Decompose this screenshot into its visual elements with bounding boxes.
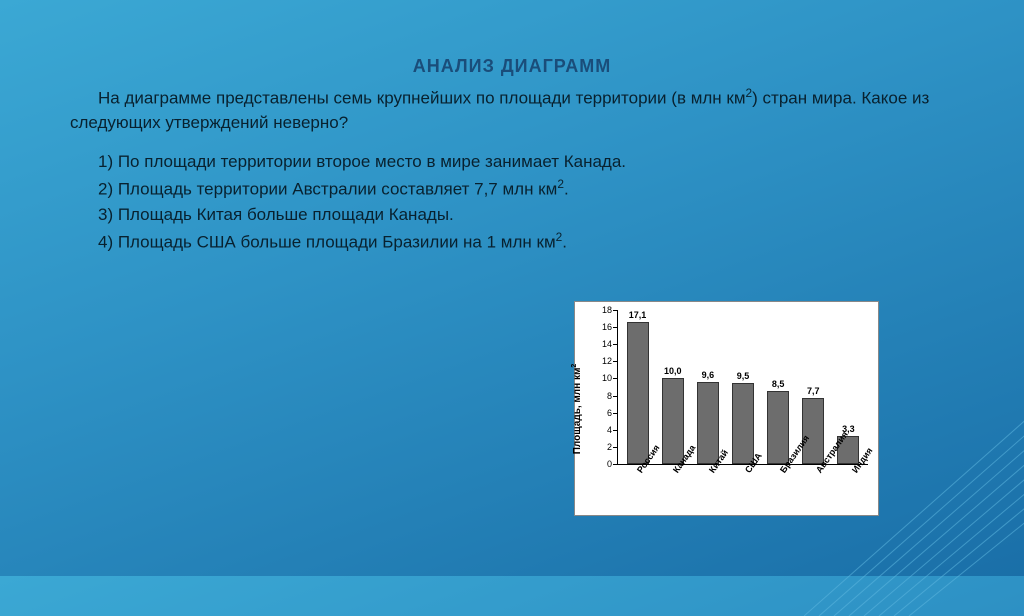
bars-container: 17,110,09,69,58,57,73,3 xyxy=(618,310,868,464)
intro-paragraph: На диаграмме представлены семь крупнейши… xyxy=(70,85,954,136)
x-axis-labels: РоссияКанадаКитайСШАБразилияАвстралияИнд… xyxy=(617,465,868,515)
bar xyxy=(697,382,719,464)
bar-wrap: 8,5 xyxy=(761,310,796,464)
x-label-wrap: Россия xyxy=(617,465,653,515)
bar xyxy=(802,398,824,464)
bar-value-label: 17,1 xyxy=(629,310,647,320)
option-2: 2) Площадь территории Австралии составля… xyxy=(98,176,954,202)
area-chart: Площадь, млн км2 17,110,09,69,58,57,73,3… xyxy=(574,301,879,516)
options-list: 1) По площади территории второе место в … xyxy=(70,150,954,255)
y-tick-label: 16 xyxy=(602,322,618,332)
option-3: 3) Площадь Китая больше площади Канады. xyxy=(98,203,954,228)
y-tick-label: 12 xyxy=(602,356,618,366)
slide-title: АНАЛИЗ ДИАГРАММ xyxy=(0,0,1024,77)
x-label-wrap: Бразилия xyxy=(760,465,796,515)
intro-text-a: На диаграмме представлены семь крупнейши… xyxy=(98,89,746,108)
body-text: На диаграмме представлены семь крупнейши… xyxy=(0,77,1024,255)
bar xyxy=(662,378,684,464)
bar-value-label: 10,0 xyxy=(664,366,682,376)
option-2-a: 2) Площадь территории Австралии составля… xyxy=(98,179,557,198)
option-2-b: . xyxy=(564,179,569,198)
y-axis-label: Площадь, млн км2 xyxy=(571,363,583,454)
x-label-wrap: США xyxy=(725,465,761,515)
x-label-wrap: Индия xyxy=(832,465,868,515)
option-4-b: . xyxy=(562,232,567,251)
y-tick-label: 10 xyxy=(602,373,618,383)
bar-value-label: 7,7 xyxy=(807,386,820,396)
y-tick-label: 4 xyxy=(607,425,618,435)
option-2-sup: 2 xyxy=(557,177,564,191)
bar xyxy=(767,391,789,464)
bar xyxy=(732,383,754,464)
option-4: 4) Площадь США больше площади Бразилии н… xyxy=(98,229,954,255)
plot-area: 17,110,09,69,58,57,73,3 024681012141618 xyxy=(617,310,868,465)
x-label-wrap: Канада xyxy=(653,465,689,515)
bar-wrap: 17,1 xyxy=(620,310,655,464)
bar-value-label: 9,5 xyxy=(737,371,750,381)
y-tick-label: 6 xyxy=(607,408,618,418)
ylabel-text: Площадь, млн км xyxy=(572,367,583,454)
option-1: 1) По площади территории второе место в … xyxy=(98,150,954,175)
bar-wrap: 9,5 xyxy=(725,310,760,464)
ylabel-sup: 2 xyxy=(571,363,578,367)
bar xyxy=(627,322,649,464)
bar-wrap: 9,6 xyxy=(690,310,725,464)
y-tick-label: 18 xyxy=(602,305,618,315)
option-4-a: 4) Площадь США больше площади Бразилии н… xyxy=(98,232,556,251)
x-label-wrap: Китай xyxy=(689,465,725,515)
bar-wrap: 10,0 xyxy=(655,310,690,464)
bar-value-label: 8,5 xyxy=(772,379,785,389)
y-tick-label: 14 xyxy=(602,339,618,349)
y-tick-label: 8 xyxy=(607,391,618,401)
x-label-wrap: Австралия xyxy=(796,465,832,515)
y-tick-label: 2 xyxy=(607,442,618,452)
bar-value-label: 9,6 xyxy=(702,370,715,380)
